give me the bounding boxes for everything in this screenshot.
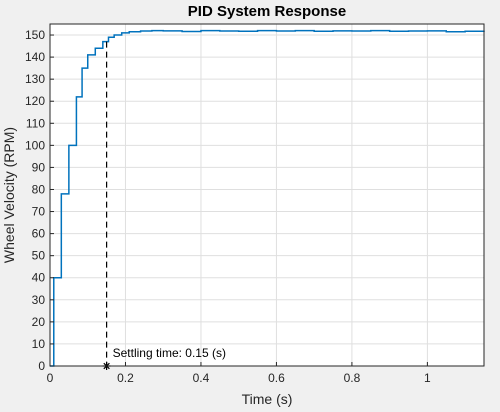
x-tick-label: 0.6 (268, 371, 285, 385)
x-tick-label: 0.4 (193, 371, 210, 385)
y-tick-label: 40 (32, 271, 46, 285)
y-tick-label: 10 (32, 337, 46, 351)
x-axis-ticks: 0 0.2 0.4 0.6 0.8 1 (47, 362, 431, 385)
y-tick-label: 80 (32, 182, 46, 196)
y-tick-label: 50 (32, 249, 46, 263)
settling-time-label: Settling time: 0.15 (s) (113, 346, 226, 360)
y-tick-label: 60 (32, 227, 46, 241)
y-tick-label: 120 (25, 94, 45, 108)
y-tick-label: 90 (32, 160, 46, 174)
grid-lines (49, 24, 484, 367)
series-layer (50, 29, 485, 367)
y-axis-ticks: 0 10 20 30 40 50 60 70 80 90 100 110 120 130 140 150 (25, 28, 54, 373)
y-tick-label: 20 (32, 315, 46, 329)
y-tick-label: 140 (25, 50, 45, 64)
x-tick-label: 0.2 (117, 371, 134, 385)
x-axis-label: Time (s) (242, 391, 293, 407)
y-axis-label: Wheel Velocity (RPM) (1, 127, 17, 263)
y-tick-label: 70 (32, 205, 46, 219)
y-tick-label: 150 (25, 28, 45, 42)
y-tick-label: 130 (25, 72, 45, 86)
x-tick-label: 0 (47, 371, 54, 385)
plot-frame (49, 23, 485, 367)
y-tick-label: 100 (25, 138, 45, 152)
y-tick-label: 0 (38, 359, 45, 373)
series-line (50, 29, 485, 367)
y-tick-label: 110 (26, 116, 45, 130)
plot-background (50, 24, 484, 366)
chart-title: PID System Response (188, 3, 346, 20)
y-tick-label: 30 (32, 293, 46, 307)
x-tick-label: 1 (424, 371, 431, 385)
x-tick-label: 0.8 (344, 371, 361, 385)
